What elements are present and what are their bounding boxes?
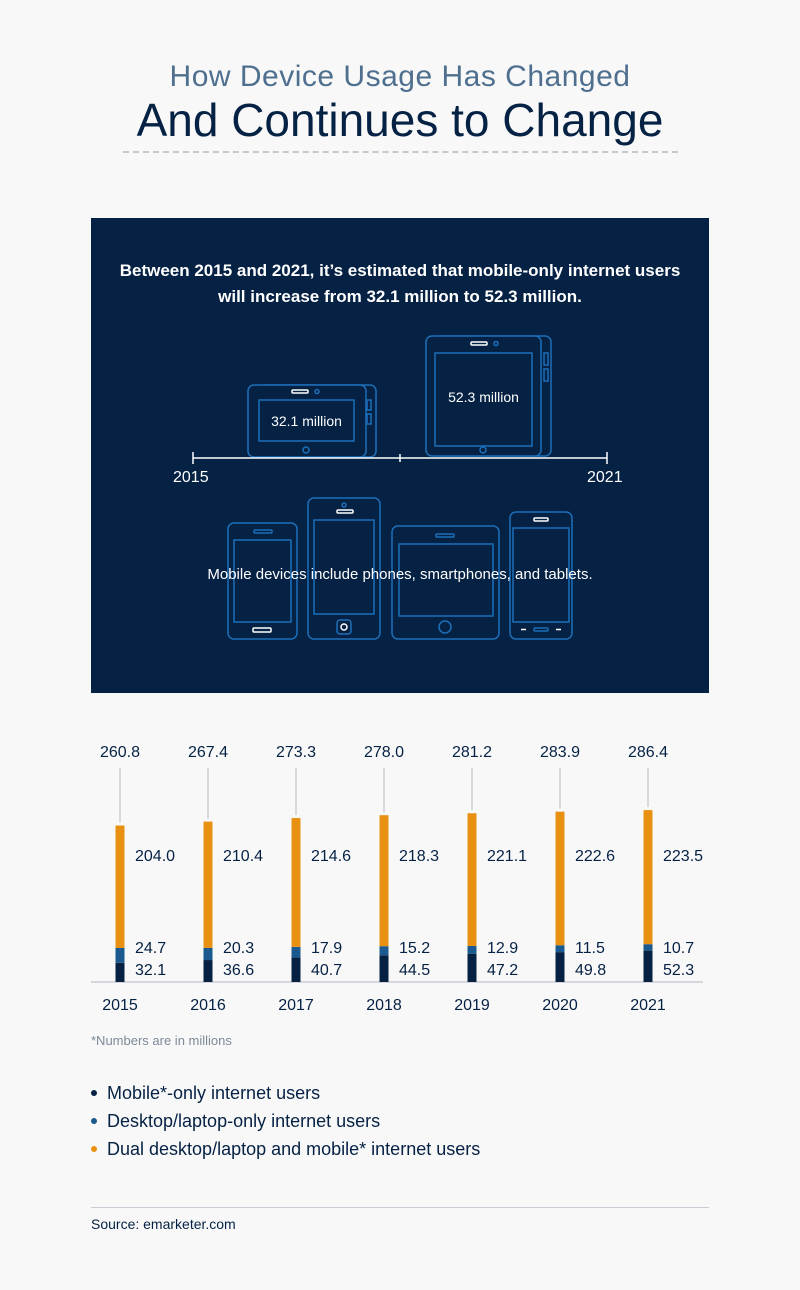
panel-note: Mobile devices include phones, smartphon…: [207, 566, 593, 583]
total-label: 273.3: [276, 744, 316, 761]
modern-phone-icon: [509, 511, 573, 640]
data-label: 214.6: [311, 848, 351, 865]
phone-icon: [227, 522, 298, 640]
legend-item: Dual desktop/laptop and mobile* internet…: [91, 1135, 480, 1163]
total-label: 260.8: [100, 744, 140, 761]
bar-segment: [643, 944, 653, 951]
legend-item: Desktop/laptop-only internet users: [91, 1107, 480, 1135]
legend: Mobile*-only internet users Desktop/lapt…: [91, 1079, 480, 1163]
timeline-end-year: 2021: [587, 469, 623, 486]
mobile-growth-panel: Between 2015 and 2021, it’s estimated th…: [91, 218, 709, 693]
data-label: 32.1: [135, 962, 166, 979]
panel-headline: Between 2015 and 2021, it’s estimated th…: [119, 261, 681, 306]
x-tick-label: 2017: [278, 997, 314, 1014]
bar-segment: [643, 810, 653, 945]
small-tablet-icon: [391, 525, 500, 640]
data-label: 204.0: [135, 848, 175, 865]
bar-segment: [555, 811, 565, 946]
bar-segment: [379, 955, 389, 982]
data-label: 44.5: [399, 962, 430, 979]
legend-swatch: [91, 1090, 97, 1096]
timeline-start-year: 2015: [173, 469, 209, 486]
device-2015-label: 32.1 million: [271, 413, 342, 429]
total-label: 286.4: [628, 744, 668, 761]
x-tick-label: 2018: [366, 997, 402, 1014]
bar-segment: [115, 947, 125, 963]
bar-segment: [555, 952, 565, 982]
page-subtitle: How Device Usage Has Changed: [169, 60, 631, 93]
footnote: *Numbers are in millions: [91, 1033, 232, 1048]
x-tick-label: 2019: [454, 997, 490, 1014]
data-label: 40.7: [311, 962, 342, 979]
bar-segment: [291, 957, 301, 982]
total-label: 283.9: [540, 744, 580, 761]
bar-segment: [379, 946, 389, 956]
data-label: 222.6: [575, 848, 615, 865]
bar-segment: [643, 950, 653, 982]
x-tick-label: 2021: [630, 997, 666, 1014]
legend-swatch: [91, 1118, 97, 1124]
x-tick-label: 2015: [102, 997, 138, 1014]
bar-segment: [115, 825, 125, 948]
stacked-bar-chart: 260.8 32.1 24.7 204.0 2015 267.4 36.6 20.3 210.4…: [91, 744, 703, 1014]
bar-segment: [555, 945, 565, 953]
bar-segment: [467, 953, 477, 982]
data-label: 223.5: [663, 848, 703, 865]
legend-label: Desktop/laptop-only internet users: [107, 1110, 381, 1131]
x-tick-label: 2020: [542, 997, 578, 1014]
data-label: 10.7: [663, 940, 694, 957]
title-divider: [123, 151, 678, 153]
bar-segment: [203, 821, 213, 948]
data-label: 36.6: [223, 962, 254, 979]
data-label: 49.8: [575, 962, 606, 979]
bar-segment: [203, 960, 213, 982]
device-illustrations: [192, 335, 608, 640]
tablet-2021-icon: [425, 335, 552, 457]
data-label: 218.3: [399, 848, 439, 865]
total-label: 281.2: [452, 744, 492, 761]
bar-segment: [291, 946, 301, 958]
total-label: 278.0: [364, 744, 404, 761]
source-divider: [91, 1207, 709, 1208]
tablet-2015-icon: [247, 384, 377, 458]
smartphone-icon: [307, 497, 381, 640]
legend-label: Mobile*-only internet users: [107, 1082, 321, 1103]
device-2021-label: 52.3 million: [448, 389, 519, 405]
total-label: 267.4: [188, 744, 228, 761]
data-label: 24.7: [135, 940, 166, 957]
data-label: 11.5: [575, 940, 605, 957]
bar-segment: [203, 947, 213, 961]
bar-segment: [379, 815, 389, 947]
bar-segment: [115, 962, 125, 982]
bar-segment: [467, 813, 477, 946]
data-label: 17.9: [311, 940, 342, 957]
data-label: 20.3: [223, 940, 254, 957]
data-label: 221.1: [487, 848, 527, 865]
legend-swatch: [91, 1146, 97, 1152]
data-label: 52.3: [663, 962, 694, 979]
data-label: 15.2: [399, 940, 430, 957]
data-label: 12.9: [487, 940, 518, 957]
page-title: And Continues to Change: [136, 94, 664, 146]
source-credit: Source: emarketer.com: [91, 1216, 236, 1232]
bar-segment: [291, 818, 301, 947]
legend-label: Dual desktop/laptop and mobile* internet…: [107, 1138, 481, 1159]
bar-segment: [467, 945, 477, 954]
x-tick-label: 2016: [190, 997, 226, 1014]
legend-item: Mobile*-only internet users: [91, 1079, 480, 1107]
data-label: 47.2: [487, 962, 518, 979]
data-label: 210.4: [223, 848, 263, 865]
